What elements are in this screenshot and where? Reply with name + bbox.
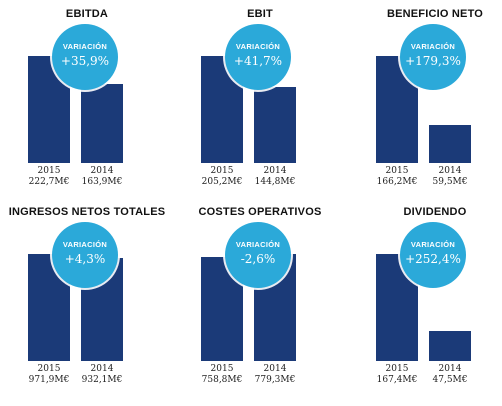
category-label: 2015 167,4M€ bbox=[367, 364, 427, 386]
value-label: 779,3M€ bbox=[254, 375, 296, 385]
variation-badge: VARIACIÓN -2,6% bbox=[225, 222, 291, 288]
variation-label: VARIACIÓN bbox=[410, 240, 456, 249]
chart-title: EBITDA bbox=[65, 8, 109, 20]
value-label: 205,2M€ bbox=[201, 177, 243, 187]
variation-value: +35,9% bbox=[60, 54, 110, 68]
value-label: 167,4M€ bbox=[376, 375, 418, 385]
year-label: 2015 bbox=[37, 364, 61, 374]
variation-value: +41,7% bbox=[233, 54, 283, 68]
value-label: 932,1M€ bbox=[81, 375, 123, 385]
value-label: 59,5M€ bbox=[432, 177, 468, 187]
year-label: 2014 bbox=[438, 166, 462, 176]
variation-value: +252,4% bbox=[405, 252, 461, 266]
variation-badge: VARIACIÓN +35,9% bbox=[52, 24, 118, 90]
value-label: 222,7M€ bbox=[28, 177, 70, 187]
category-label: 2014 932,1M€ bbox=[72, 364, 132, 386]
kpi-chart-1: EBITDA 2015 222,7M€ 2014 163,9M€ VARIACIÓN +35… bbox=[7, 8, 167, 208]
kpi-chart-3: BENEFICIO NETO 2015 166,2M€ 2014 59,5M€ VARIA… bbox=[355, 8, 502, 208]
kpi-chart-6: DIVIDENDO 2015 167,4M€ 2014 47,5M€ VARIACIÓN +… bbox=[355, 206, 502, 406]
chart-title: EBIT bbox=[247, 8, 273, 20]
variation-badge: VARIACIÓN +179,3% bbox=[400, 24, 466, 90]
year-label: 2014 bbox=[438, 364, 462, 374]
chart-title: COSTES OPERATIVOS bbox=[198, 206, 322, 218]
chart-title: INGRESOS NETOS TOTALES bbox=[8, 206, 166, 218]
variation-label: VARIACIÓN bbox=[235, 42, 281, 51]
chart-title: BENEFICIO NETO bbox=[386, 8, 484, 20]
category-label: 2014 47,5M€ bbox=[420, 364, 480, 386]
variation-badge: VARIACIÓN +4,3% bbox=[52, 222, 118, 288]
variation-badge: VARIACIÓN +252,4% bbox=[400, 222, 466, 288]
category-label: 2015 758,8M€ bbox=[192, 364, 252, 386]
category-label: 2015 166,2M€ bbox=[367, 166, 427, 188]
value-label: 758,8M€ bbox=[201, 375, 243, 385]
variation-label: VARIACIÓN bbox=[235, 240, 281, 249]
chart-title: DIVIDENDO bbox=[403, 206, 467, 218]
year-label: 2015 bbox=[210, 166, 234, 176]
variation-label: VARIACIÓN bbox=[410, 42, 456, 51]
variation-value: +179,3% bbox=[405, 54, 461, 68]
category-label: 2014 59,5M€ bbox=[420, 166, 480, 188]
variation-label: VARIACIÓN bbox=[62, 240, 108, 249]
kpi-chart-2: EBIT 2015 205,2M€ 2014 144,8M€ VARIACIÓN +41,7… bbox=[180, 8, 340, 208]
year-label: 2014 bbox=[263, 364, 287, 374]
value-label: 47,5M€ bbox=[432, 375, 468, 385]
value-label: 166,2M€ bbox=[376, 177, 418, 187]
category-label: 2015 222,7M€ bbox=[19, 166, 79, 188]
bar-2014 bbox=[429, 125, 471, 163]
kpi-chart-4: INGRESOS NETOS TOTALES 2015 971,9M€ 2014 932… bbox=[7, 206, 167, 406]
year-label: 2014 bbox=[90, 166, 114, 176]
bar-2014 bbox=[81, 84, 123, 163]
year-label: 2014 bbox=[90, 364, 114, 374]
category-label: 2015 205,2M€ bbox=[192, 166, 252, 188]
bar-2014 bbox=[254, 87, 296, 163]
value-label: 971,9M€ bbox=[28, 375, 70, 385]
bar-2014 bbox=[429, 331, 471, 361]
variation-value: -2,6% bbox=[240, 252, 276, 266]
category-label: 2015 971,9M€ bbox=[19, 364, 79, 386]
value-label: 163,9M€ bbox=[81, 177, 123, 187]
variation-value: +4,3% bbox=[64, 252, 106, 266]
year-label: 2014 bbox=[263, 166, 287, 176]
kpi-chart-5: COSTES OPERATIVOS 2015 758,8M€ 2014 779,3M€ V… bbox=[180, 206, 340, 406]
year-label: 2015 bbox=[385, 166, 409, 176]
value-label: 144,8M€ bbox=[254, 177, 296, 187]
category-label: 2014 163,9M€ bbox=[72, 166, 132, 188]
category-label: 2014 779,3M€ bbox=[245, 364, 305, 386]
variation-label: VARIACIÓN bbox=[62, 42, 108, 51]
year-label: 2015 bbox=[37, 166, 61, 176]
variation-badge: VARIACIÓN +41,7% bbox=[225, 24, 291, 90]
category-label: 2014 144,8M€ bbox=[245, 166, 305, 188]
year-label: 2015 bbox=[385, 364, 409, 374]
year-label: 2015 bbox=[210, 364, 234, 374]
